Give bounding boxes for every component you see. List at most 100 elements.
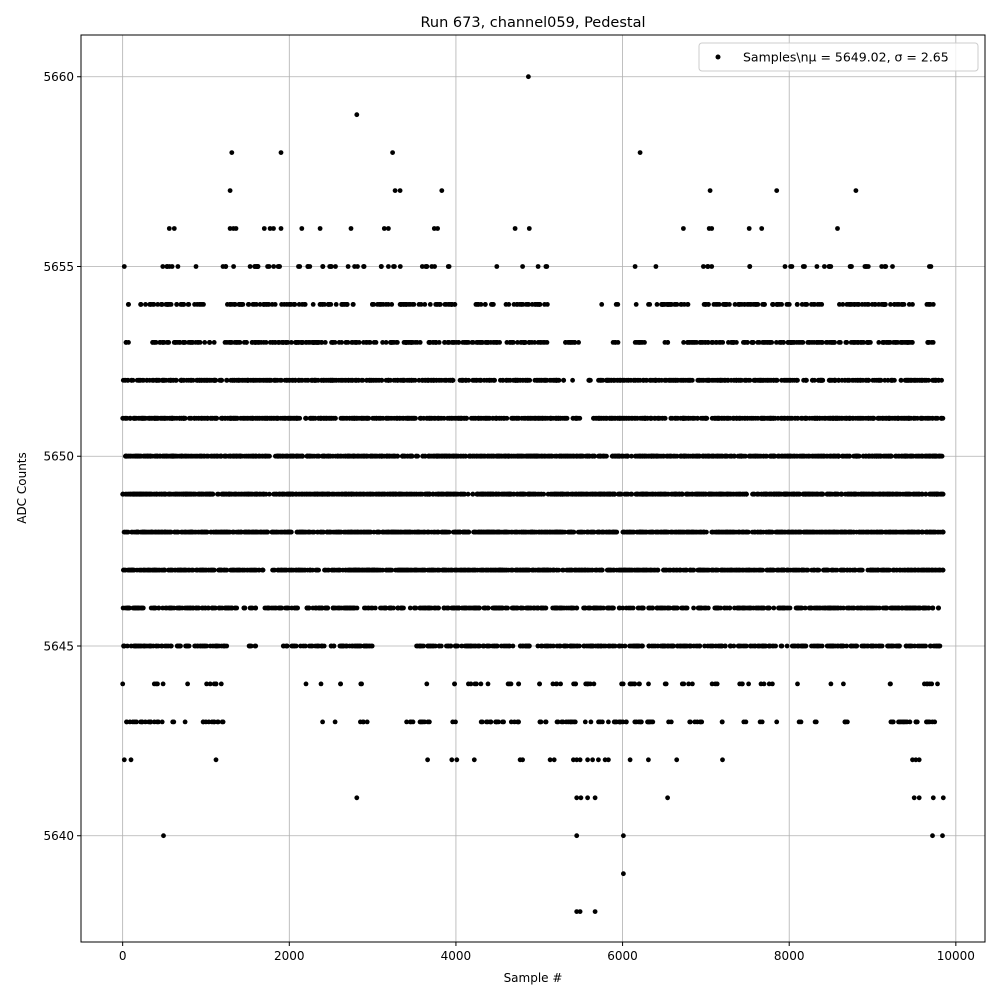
data-point: [817, 302, 822, 307]
data-point: [451, 416, 456, 421]
data-point: [311, 378, 316, 383]
data-point: [689, 378, 694, 383]
data-point: [869, 454, 874, 459]
data-point: [521, 378, 526, 383]
data-point: [143, 302, 148, 307]
data-point: [202, 340, 207, 345]
data-point: [633, 416, 638, 421]
data-point: [703, 416, 708, 421]
data-point: [739, 454, 744, 459]
data-point: [753, 378, 758, 383]
data-point: [673, 302, 678, 307]
data-point: [273, 302, 278, 307]
data-point: [336, 492, 341, 497]
data-point: [341, 454, 346, 459]
data-point: [277, 340, 282, 345]
data-point: [257, 378, 262, 383]
data-point: [938, 454, 943, 459]
data-point: [386, 378, 391, 383]
data-point: [855, 378, 860, 383]
data-point: [356, 378, 361, 383]
data-point: [846, 378, 851, 383]
data-point: [678, 454, 683, 459]
data-point: [157, 492, 162, 497]
data-point: [387, 492, 392, 497]
data-point: [663, 302, 668, 307]
data-point: [770, 454, 775, 459]
data-point: [460, 492, 465, 497]
data-point: [598, 492, 603, 497]
data-point: [447, 454, 452, 459]
data-point: [137, 416, 142, 421]
data-point: [372, 340, 377, 345]
data-point: [197, 492, 202, 497]
data-point: [203, 378, 208, 383]
data-point: [141, 378, 146, 383]
data-point: [832, 340, 837, 345]
data-point: [448, 492, 453, 497]
data-point: [182, 340, 187, 345]
data-point: [676, 378, 681, 383]
data-point: [274, 416, 279, 421]
data-point: [821, 454, 826, 459]
data-point: [230, 378, 235, 383]
data-point: [470, 454, 475, 459]
data-point: [419, 492, 424, 497]
data-point: [494, 416, 499, 421]
data-point: [564, 454, 569, 459]
data-point: [911, 454, 916, 459]
data-point: [605, 378, 610, 383]
data-point: [344, 340, 349, 345]
data-point: [413, 416, 418, 421]
data-point: [654, 264, 659, 269]
data-point: [743, 340, 748, 345]
data-point: [515, 302, 520, 307]
data-point: [436, 454, 441, 459]
data-point: [707, 492, 712, 497]
data-point: [613, 416, 618, 421]
data-point: [283, 340, 288, 345]
data-point: [398, 378, 403, 383]
data-point: [812, 302, 817, 307]
data-point: [436, 492, 441, 497]
data-point: [429, 378, 434, 383]
data-point: [253, 264, 258, 269]
data-point: [164, 454, 169, 459]
data-point: [494, 264, 499, 269]
data-point: [262, 416, 267, 421]
data-point: [827, 492, 832, 497]
data-point: [748, 454, 753, 459]
data-point: [335, 454, 340, 459]
data-point: [135, 378, 140, 383]
data-point: [650, 492, 655, 497]
data-point: [182, 378, 187, 383]
data-point: [761, 340, 766, 345]
data-point: [607, 492, 612, 497]
data-point: [266, 454, 271, 459]
data-point: [376, 416, 381, 421]
data-point: [879, 378, 884, 383]
data-point: [653, 378, 658, 383]
data-point: [865, 378, 870, 383]
data-point: [760, 416, 765, 421]
data-point: [277, 264, 282, 269]
data-point: [429, 264, 434, 269]
data-point: [742, 492, 747, 497]
data-point: [864, 264, 869, 269]
data-point: [251, 454, 256, 459]
data-point: [835, 454, 840, 459]
data-point: [844, 416, 849, 421]
data-point: [758, 378, 763, 383]
data-point: [854, 492, 859, 497]
data-point: [854, 454, 859, 459]
data-point: [757, 340, 762, 345]
data-point: [436, 416, 441, 421]
data-point: [523, 416, 528, 421]
data-point: [727, 302, 732, 307]
data-point: [659, 492, 664, 497]
data-point: [723, 302, 728, 307]
data-point: [563, 340, 568, 345]
data-point: [714, 302, 719, 307]
data-point: [411, 340, 416, 345]
data-point: [676, 416, 681, 421]
